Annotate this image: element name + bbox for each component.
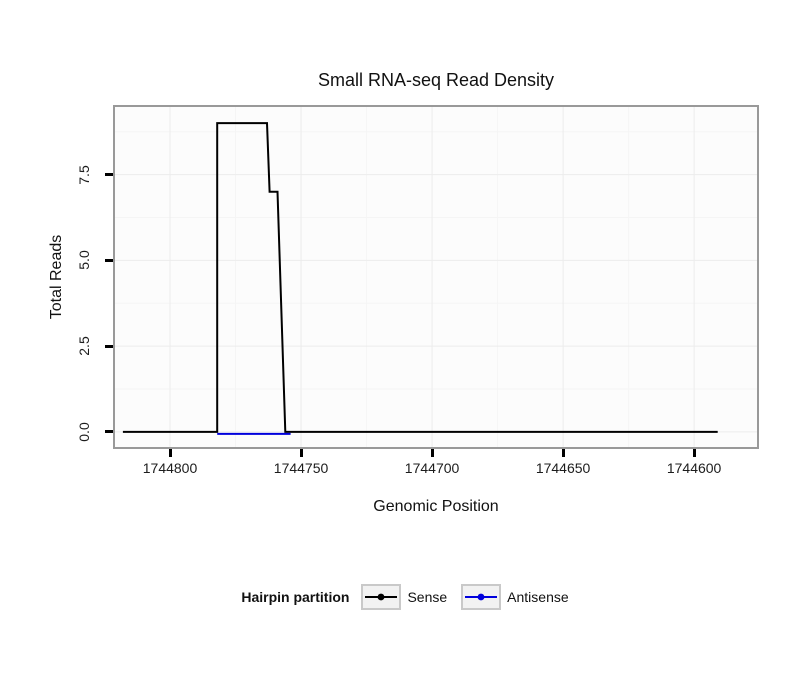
legend-glyph-sense-icon [365,593,398,601]
x-tick-label: 1744650 [535,460,591,476]
x-tick-label: 1744750 [273,460,329,476]
legend-title: Hairpin partition [241,589,350,605]
chart-title: Small RNA-seq Read Density [317,70,555,90]
y-tick-label: 0.0 [76,422,92,442]
plot-panel [113,105,759,449]
legend-items: Sense Antisense [361,584,569,610]
x-tick [299,449,303,457]
y-tick [105,173,113,177]
legend-key-sense [361,584,402,610]
legend-item-antisense: Antisense [461,584,569,610]
y-tick-label: 7.5 [76,164,92,185]
x-tick-label: 1744600 [666,460,722,476]
series-sense-line [122,122,718,433]
y-tick [105,258,113,262]
x-tick [168,449,172,457]
x-tick-label: 1744700 [404,460,460,476]
legend-glyph-antisense-icon [465,593,498,601]
y-tick-label: 2.5 [76,336,92,356]
x-axis-title: Genomic Position [373,498,499,515]
legend-key-antisense [461,584,502,610]
legend-item-sense: Sense [361,584,447,610]
x-tick-label: 1744800 [142,460,198,476]
y-tick [105,344,113,348]
x-tick [561,449,565,457]
y-tick [105,430,113,434]
legend: Hairpin partition Sense Antisense [0,582,810,612]
legend-label-antisense: Antisense [507,589,569,605]
x-tick [430,449,434,457]
plot-canvas [115,107,757,447]
y-axis-title: Total Reads [48,234,65,320]
legend-label-sense: Sense [407,589,448,605]
x-tick [692,449,696,457]
y-tick-label: 5.0 [76,250,92,271]
